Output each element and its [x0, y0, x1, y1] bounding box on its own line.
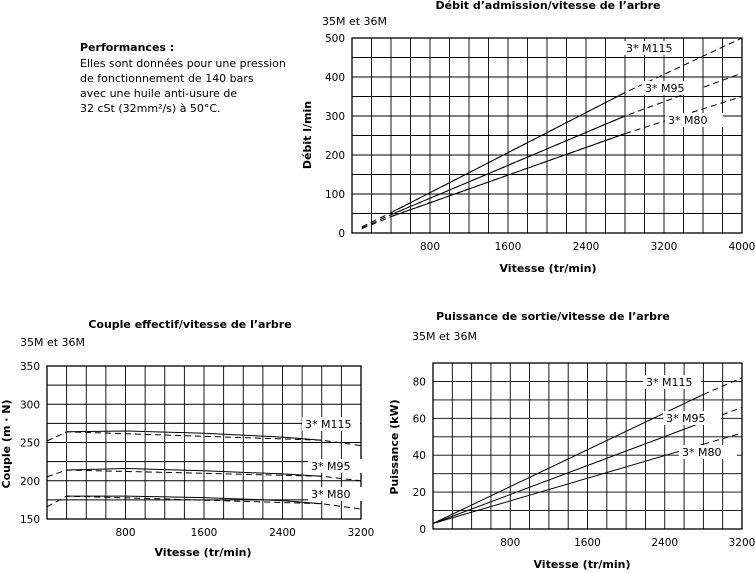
y-tick-label: 60 [413, 413, 426, 425]
model-label: 35M et 36M [322, 15, 387, 28]
x-tick-label: 3200 [348, 527, 375, 539]
y-tick-label: 400 [325, 72, 345, 84]
series-label-background [665, 113, 723, 127]
performance-title: Performances : [80, 41, 175, 54]
series-label: 3* M95 [645, 82, 684, 95]
y-tick-label: 100 [325, 189, 345, 201]
series-line [66, 495, 322, 505]
x-axis-label: Vitesse (tr/min) [533, 558, 630, 571]
x-tick-label: 1600 [191, 527, 218, 539]
series-label-background [679, 445, 737, 459]
plot-frame [351, 37, 743, 234]
series-line [390, 92, 626, 214]
series-label-background [623, 41, 681, 55]
series-line [432, 421, 704, 524]
chart-title: Débit d’admission/vitesse de l’arbre [436, 0, 661, 12]
series-label: 3* M80 [682, 446, 721, 459]
y-tick-label: 300 [20, 399, 40, 411]
model-label: 35M et 36M [20, 336, 85, 349]
y-axis-label: Couple (m · N) [0, 400, 13, 489]
series-label: 3* M80 [668, 114, 707, 127]
series-line-dashed [703, 377, 743, 395]
y-tick-label: 40 [413, 450, 426, 462]
x-axis-label: Vitesse (tr/min) [499, 262, 596, 275]
y-tick-label: 150 [20, 514, 40, 526]
x-tick-label: 3200 [729, 537, 755, 549]
series-label-background [642, 81, 700, 95]
performance-line: Elles sont données pour une pression [80, 57, 286, 70]
x-tick-label: 800 [500, 537, 520, 549]
y-tick-label: 500 [325, 33, 345, 45]
y-tick-label: 350 [20, 361, 40, 373]
y-tick-label: 200 [20, 476, 40, 488]
series-line-dashed [703, 432, 743, 445]
x-tick-label: 2400 [269, 527, 296, 539]
series-label: 3* M80 [311, 488, 350, 501]
x-tick-label: 4000 [729, 241, 755, 253]
series-line-dashed [703, 406, 743, 423]
x-tick-label: 3200 [651, 241, 678, 253]
series-line [390, 133, 626, 218]
series-label: 3* M115 [646, 376, 692, 389]
series-label-background [308, 487, 366, 501]
series-line [432, 443, 704, 524]
chart-title: Couple effectif/vitesse de l’arbre [88, 318, 291, 331]
x-tick-label: 2400 [651, 537, 678, 549]
series-label-background [308, 459, 366, 473]
y-tick-label: 200 [325, 150, 345, 162]
series-label-background [643, 375, 701, 389]
x-tick-label: 2400 [573, 241, 600, 253]
series-label-background [302, 417, 360, 431]
series-label: 3* M95 [666, 412, 705, 425]
y-axis-label: Débit l/min [301, 101, 314, 169]
y-tick-label: 250 [20, 438, 40, 450]
plot-frame [46, 365, 362, 520]
y-axis-label: Puissance (kW) [388, 399, 401, 494]
series-line-dashed [46, 495, 362, 510]
series-label-background [663, 411, 721, 425]
y-tick-label: 20 [413, 487, 426, 499]
y-tick-label: 80 [413, 376, 426, 388]
performance-note: Performances : Elles sont données pour u… [80, 40, 310, 116]
x-axis-label: Vitesse (tr/min) [154, 546, 251, 559]
series-label: 3* M115 [305, 418, 351, 431]
series-line [432, 393, 704, 524]
x-tick-label: 1600 [574, 537, 601, 549]
series-label: 3* M95 [311, 460, 350, 473]
series-line-dashed [46, 469, 362, 482]
series-line-dashed [46, 431, 362, 447]
x-tick-label: 1600 [495, 241, 522, 253]
x-tick-label: 800 [115, 527, 135, 539]
model-label: 35M et 36M [412, 330, 477, 343]
series-line [66, 467, 322, 477]
performance-line: avec une huile anti-usure de [80, 87, 238, 100]
series-line [390, 115, 626, 216]
y-tick-label: 0 [419, 524, 426, 536]
performance-line: de fonctionnement de 140 bars [80, 72, 254, 85]
x-tick-label: 800 [420, 241, 440, 253]
y-tick-label: 0 [338, 228, 345, 240]
series-label: 3* M115 [626, 42, 672, 55]
y-tick-label: 300 [325, 111, 345, 123]
plot-frame [432, 362, 743, 530]
performance-line: 32 cSt (32mm²/s) à 50°C. [80, 102, 221, 115]
series-line [66, 430, 322, 441]
chart-title: Puissance de sortie/vitesse de l’arbre [436, 310, 670, 323]
